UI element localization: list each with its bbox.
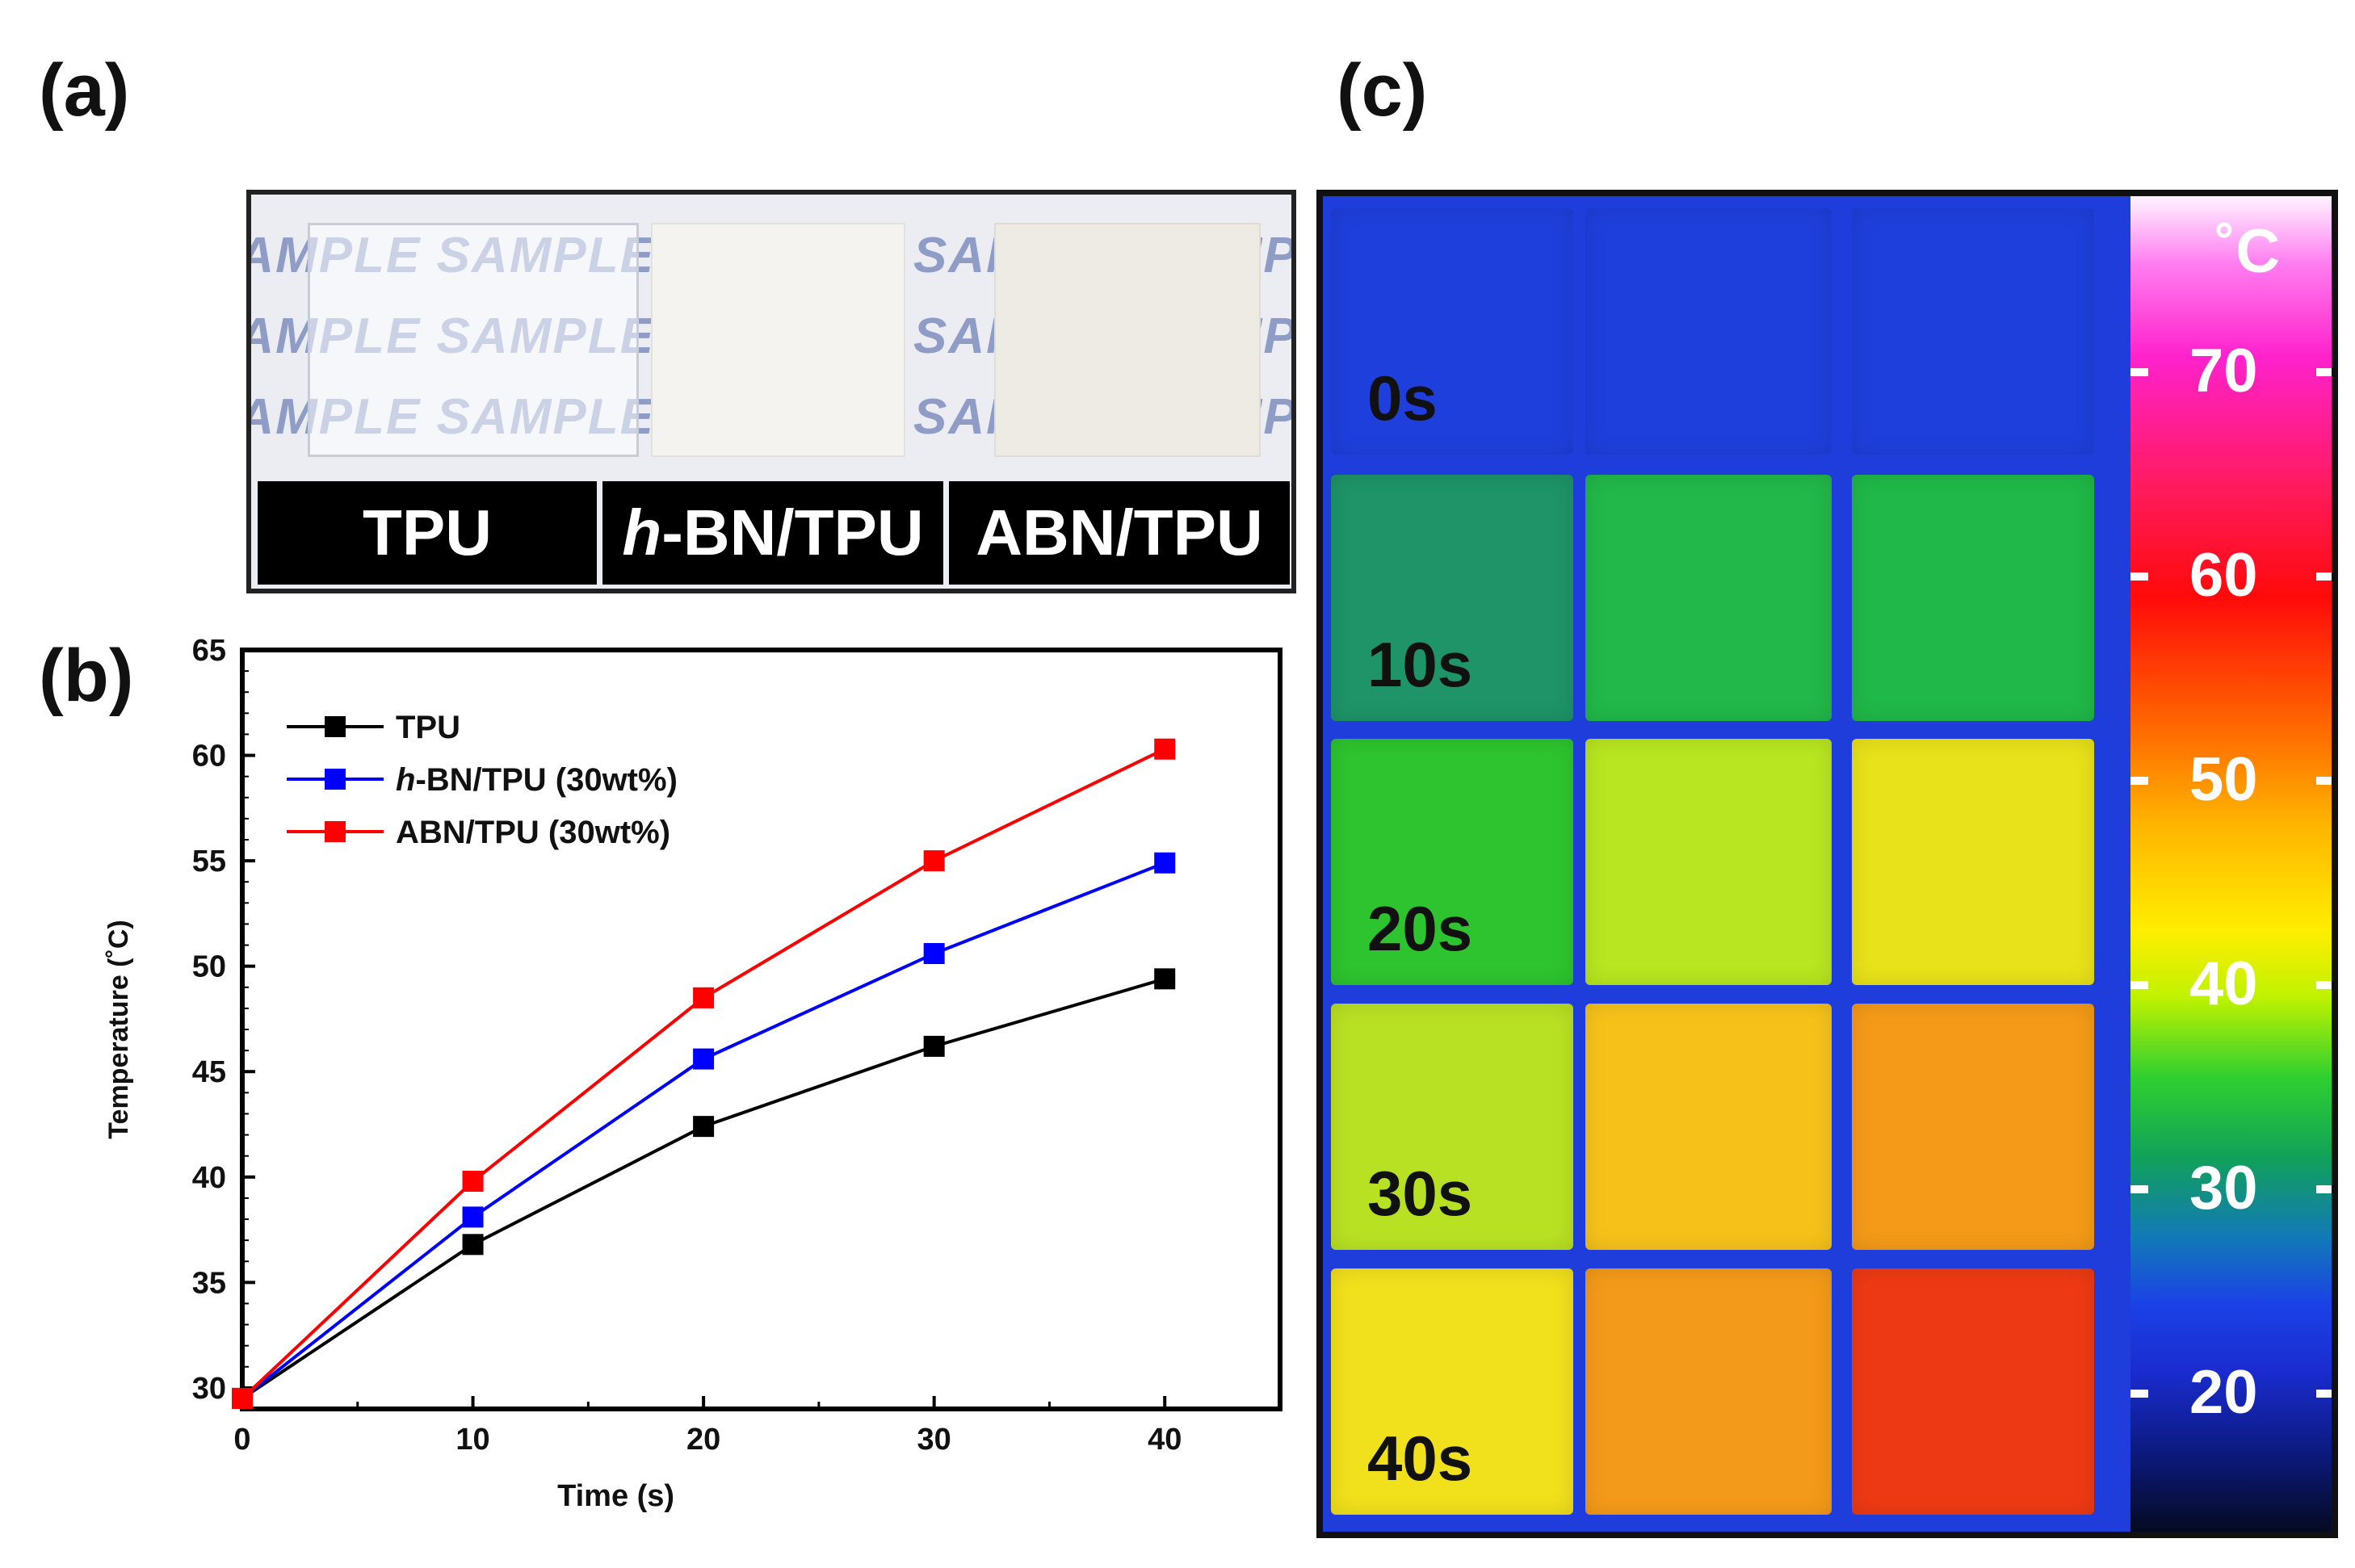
colorbar-tick-mark: [2130, 572, 2148, 581]
data-point: [462, 1171, 484, 1192]
sample-photo: SAMPLE SAMPLE SAMPLE SAMPLE SAMPLE SAMPL…: [246, 190, 1296, 593]
sample-hbn-film: [651, 223, 905, 457]
colorbar-unit: ˚C: [2215, 217, 2281, 286]
legend-label: ABN/TPU (30wt%): [396, 815, 670, 850]
colorbar-tick-mark: [2316, 572, 2332, 581]
y-tick-label: 55: [192, 845, 226, 878]
colorbar-tick-mark: [2316, 981, 2332, 989]
data-point: [923, 943, 945, 964]
panel-label-c: (c): [1337, 49, 1428, 132]
legend-marker: [325, 821, 346, 842]
photo-label-tpu: TPU: [258, 481, 597, 585]
thermal-cell: [1331, 475, 1573, 721]
sample-abn-film: [994, 223, 1261, 457]
data-point: [1154, 968, 1176, 990]
data-point: [462, 1234, 484, 1256]
colorbar-tick-mark: [2130, 777, 2148, 785]
data-point: [1154, 738, 1176, 760]
colorbar-tick-label: 20: [2189, 1358, 2258, 1427]
colorbar-tick-label: 60: [2189, 541, 2258, 610]
y-tick-label: 30: [192, 1372, 226, 1406]
thermal-cell: [1852, 475, 2094, 721]
thermal-cell: [1585, 1268, 1832, 1515]
legend-label-text: TPU: [396, 710, 460, 745]
thermal-cell: [1852, 1268, 2094, 1515]
y-tick-label: 40: [192, 1161, 226, 1195]
series-line: [241, 977, 1165, 1400]
photo-label-hbn: h -BN/TPU: [602, 481, 943, 585]
colorbar-tick-mark: [2130, 368, 2148, 376]
x-tick-label: 40: [1148, 1423, 1182, 1457]
data-point: [1154, 852, 1176, 874]
legend-marker: [325, 769, 346, 790]
thermal-cell: [1585, 208, 1832, 455]
photo-label-text: ABN/TPU: [976, 497, 1263, 568]
x-tick-label: 30: [917, 1423, 951, 1457]
x-tick-label: 0: [233, 1423, 250, 1457]
thermal-cell: [1852, 208, 2094, 455]
colorbar-tick-mark: [2316, 777, 2332, 785]
thermal-cell: [1585, 1004, 1832, 1250]
panel-label-b: (b): [39, 635, 134, 717]
colorbar-tick-mark: [2316, 368, 2332, 376]
y-tick-label: 35: [192, 1266, 226, 1300]
legend-label-text: ABN/TPU (30wt%): [396, 815, 670, 850]
series-line: [241, 747, 1166, 1400]
colorbar-tick-mark: [2130, 981, 2148, 989]
data-point: [923, 1035, 945, 1057]
time-label: 10s: [1367, 629, 1473, 700]
temperature-colorbar: [2130, 196, 2332, 1532]
legend-label: h-BN/TPU (30wt%): [396, 762, 678, 798]
colorbar-tick-mark: [2316, 1185, 2332, 1193]
y-tick-label: 45: [192, 1055, 226, 1089]
colorbar-tick-label: 50: [2189, 745, 2258, 814]
y-axis-label: Temperature (˚C): [103, 920, 134, 1138]
thermal-cell: [1331, 739, 1573, 985]
thermal-cell: [1852, 739, 2094, 985]
colorbar-tick-mark: [2130, 1185, 2148, 1193]
legend-label-text: -BN/TPU (30wt%): [415, 762, 677, 798]
colorbar-tick-label: 70: [2189, 337, 2258, 405]
colorbar-tick-label: 40: [2189, 950, 2258, 1018]
time-label: 30s: [1367, 1158, 1473, 1229]
data-point: [923, 850, 945, 872]
photo-label-text: -BN/TPU: [661, 497, 924, 568]
data-point: [462, 1206, 484, 1228]
data-point: [232, 1387, 253, 1409]
x-axis-label: Time (s): [557, 1479, 674, 1513]
y-tick-label: 60: [192, 740, 226, 774]
photo-label-abn: ABN/TPU: [949, 481, 1290, 585]
data-point: [693, 1048, 715, 1070]
photo-label-text: TPU: [363, 497, 492, 568]
thermal-image-panel: 0s 10s 20s 30s 40s ˚C 70 60 50 40 30 20: [1316, 190, 2338, 1538]
legend-marker: [325, 716, 346, 737]
legend-label: TPU: [396, 710, 460, 745]
y-tick-label: 65: [192, 634, 226, 668]
data-point: [693, 987, 715, 1008]
colorbar-tick-mark: [2130, 1390, 2148, 1398]
colorbar-tick-mark: [2316, 1390, 2332, 1398]
sample-tpu-film: [308, 223, 639, 457]
thermal-cell: [1331, 1004, 1573, 1250]
time-label: 20s: [1367, 893, 1473, 964]
thermal-cell: [1331, 1268, 1573, 1515]
thermal-cell: [1585, 475, 1832, 721]
x-tick-label: 10: [455, 1423, 489, 1457]
data-point: [693, 1116, 715, 1138]
thermal-cell: [1585, 739, 1832, 985]
x-tick-label: 20: [686, 1423, 720, 1457]
legend-label-italic: h: [396, 762, 415, 798]
time-label: 40s: [1367, 1423, 1473, 1494]
photo-label-italic: h: [622, 497, 662, 568]
colorbar-tick-label: 30: [2189, 1154, 2258, 1222]
time-label: 0s: [1367, 363, 1438, 434]
temperature-chart: 0 10 20 30 40 30 35 40 45 50 55 60 65 Time (s) Tempera…: [103, 634, 1282, 1513]
thermal-cell: [1331, 208, 1573, 455]
panel-label-a: (a): [39, 49, 130, 132]
thermal-cell: [1852, 1004, 2094, 1250]
y-tick-label: 50: [192, 950, 226, 984]
